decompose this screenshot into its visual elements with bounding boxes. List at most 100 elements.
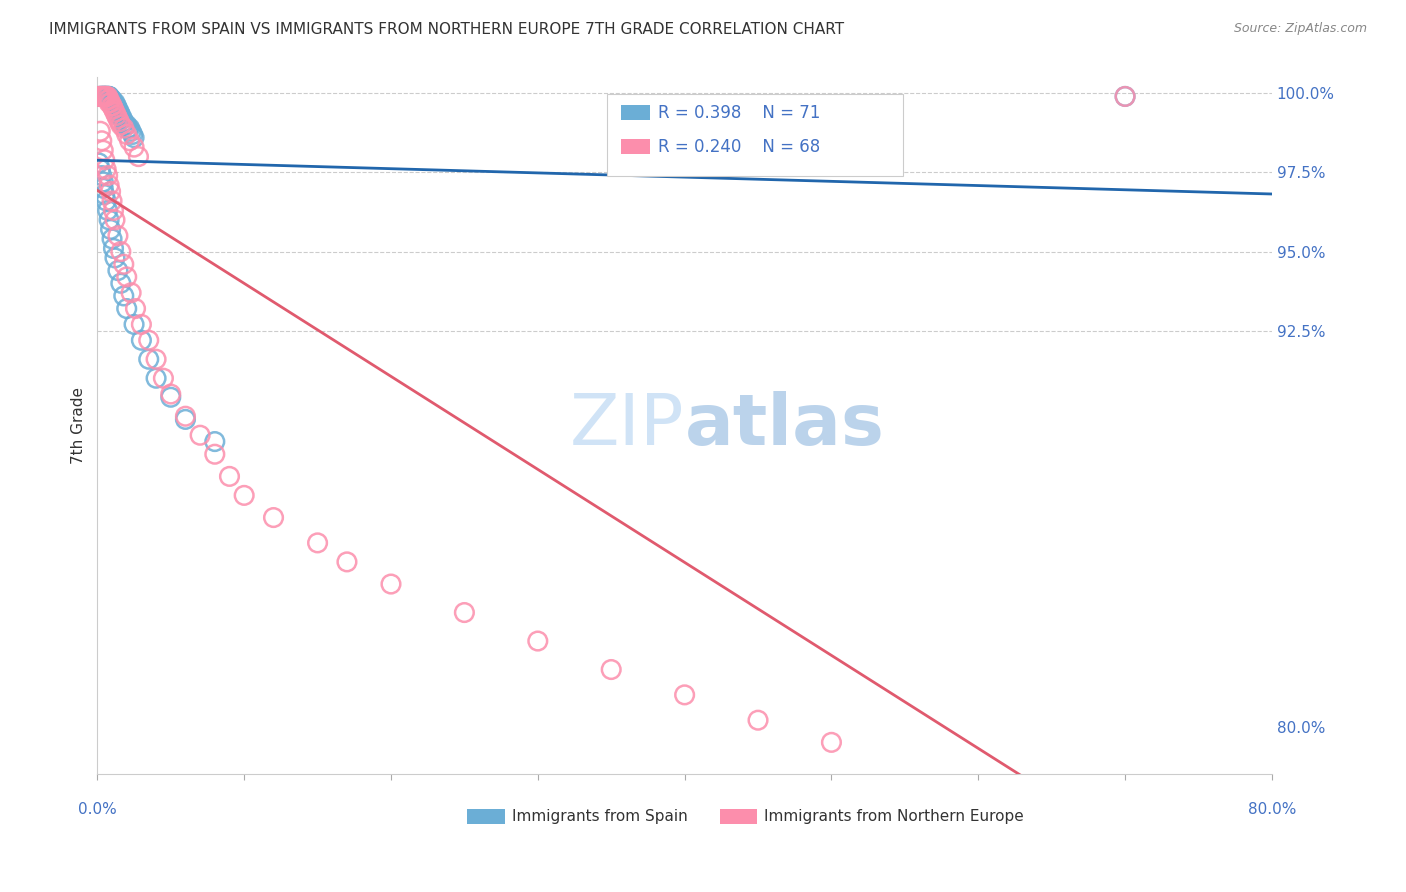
Point bbox=[108, 108, 131, 122]
Point bbox=[90, 89, 112, 103]
Point bbox=[90, 89, 112, 103]
Point bbox=[115, 118, 138, 132]
Point bbox=[89, 89, 111, 103]
Point bbox=[108, 105, 131, 120]
Point bbox=[90, 89, 112, 103]
Text: 0.0%: 0.0% bbox=[77, 802, 117, 817]
Point bbox=[103, 241, 125, 255]
Y-axis label: 7th Grade: 7th Grade bbox=[72, 387, 86, 464]
Point bbox=[91, 89, 114, 103]
Point bbox=[122, 140, 145, 154]
Point bbox=[93, 89, 115, 103]
Point bbox=[89, 89, 111, 103]
Point bbox=[101, 99, 124, 113]
Point bbox=[105, 99, 128, 113]
Point bbox=[97, 89, 120, 103]
Point bbox=[89, 89, 111, 103]
Point bbox=[104, 213, 127, 227]
Point bbox=[97, 93, 120, 107]
Point bbox=[145, 371, 167, 385]
Point bbox=[218, 469, 240, 483]
Point bbox=[263, 510, 285, 524]
Point bbox=[87, 156, 110, 170]
Point bbox=[98, 213, 121, 227]
Point bbox=[1114, 89, 1136, 103]
Point bbox=[673, 688, 696, 702]
Point bbox=[747, 713, 769, 727]
Point bbox=[97, 89, 120, 103]
Point bbox=[96, 89, 118, 103]
Point bbox=[101, 93, 124, 107]
Point bbox=[103, 95, 125, 110]
Point bbox=[103, 102, 125, 116]
Point bbox=[100, 95, 122, 110]
Point bbox=[336, 555, 359, 569]
Point bbox=[100, 185, 122, 199]
Point bbox=[174, 409, 197, 424]
Point bbox=[97, 203, 120, 218]
Point bbox=[107, 102, 129, 116]
Point bbox=[115, 301, 138, 316]
Point bbox=[98, 93, 121, 107]
Point bbox=[96, 89, 118, 103]
Point bbox=[131, 318, 153, 332]
Point bbox=[97, 89, 120, 103]
Point bbox=[114, 118, 136, 132]
Point bbox=[89, 162, 111, 177]
Point bbox=[110, 108, 132, 122]
FancyBboxPatch shape bbox=[720, 809, 758, 824]
Text: atlas: atlas bbox=[685, 392, 884, 460]
Point bbox=[101, 95, 124, 110]
Point bbox=[204, 434, 226, 449]
Point bbox=[152, 371, 174, 385]
Point bbox=[145, 352, 167, 367]
Point bbox=[1114, 89, 1136, 103]
Text: IMMIGRANTS FROM SPAIN VS IMMIGRANTS FROM NORTHERN EUROPE 7TH GRADE CORRELATION C: IMMIGRANTS FROM SPAIN VS IMMIGRANTS FROM… bbox=[49, 22, 845, 37]
Point bbox=[124, 301, 146, 316]
Point bbox=[159, 390, 181, 404]
Text: R = 0.240    N = 68: R = 0.240 N = 68 bbox=[658, 137, 820, 156]
Text: Immigrants from Northern Europe: Immigrants from Northern Europe bbox=[765, 809, 1024, 824]
Point bbox=[93, 89, 115, 103]
Point bbox=[127, 150, 149, 164]
Point bbox=[820, 735, 842, 749]
Point bbox=[112, 257, 135, 271]
Point bbox=[110, 244, 132, 259]
Point bbox=[117, 121, 139, 136]
Point bbox=[600, 663, 623, 677]
Point bbox=[91, 181, 114, 195]
Point bbox=[93, 89, 115, 103]
Point bbox=[104, 105, 127, 120]
Point bbox=[100, 93, 122, 107]
Point bbox=[91, 89, 114, 103]
Point bbox=[138, 333, 160, 347]
Point bbox=[111, 112, 134, 126]
Point bbox=[110, 277, 132, 291]
Point bbox=[204, 447, 226, 461]
Point bbox=[112, 121, 135, 136]
Point bbox=[93, 89, 115, 103]
Point bbox=[101, 232, 124, 246]
Point bbox=[121, 128, 143, 142]
Point bbox=[188, 428, 211, 442]
Point bbox=[453, 606, 475, 620]
Point bbox=[101, 194, 124, 208]
Point bbox=[103, 203, 125, 218]
Point bbox=[90, 89, 112, 103]
Point bbox=[120, 285, 142, 300]
Text: Source: ZipAtlas.com: Source: ZipAtlas.com bbox=[1233, 22, 1367, 36]
Point bbox=[527, 634, 550, 648]
Point bbox=[104, 99, 127, 113]
Point bbox=[90, 134, 112, 148]
Point bbox=[96, 162, 118, 177]
Point bbox=[122, 318, 145, 332]
Point bbox=[107, 112, 129, 126]
Point bbox=[96, 194, 118, 208]
Point bbox=[91, 89, 114, 103]
Point bbox=[101, 99, 124, 113]
Point bbox=[90, 89, 112, 103]
Text: ZIP: ZIP bbox=[569, 392, 685, 460]
Point bbox=[93, 89, 115, 103]
Text: R = 0.398    N = 71: R = 0.398 N = 71 bbox=[658, 103, 820, 122]
Point bbox=[90, 169, 112, 183]
